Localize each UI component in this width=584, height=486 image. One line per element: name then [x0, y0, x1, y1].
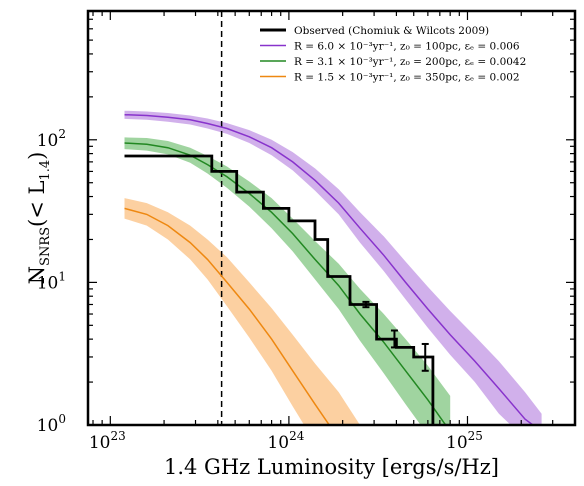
x-tick-label: 1024	[267, 429, 304, 453]
legend: Observed (Chomiuk & Wilcots 2009) R = 6.0…	[260, 25, 526, 84]
observed-steps	[124, 154, 435, 425]
median-line-series-3	[124, 207, 331, 425]
x-axis-label: 1.4 GHz Luminosity [ergs/s/Hz]	[164, 455, 499, 479]
model-median-lines	[124, 113, 535, 425]
band-series-3	[124, 198, 360, 425]
y-label-sub2: 1.4	[38, 160, 53, 181]
legend-label-1: R = 6.0 × 10⁻³yr⁻¹, z₀ = 100pc, εₑ = 0.0…	[294, 41, 520, 53]
y-tick-label: 100	[37, 412, 66, 436]
observed-errorbar-1	[362, 300, 370, 309]
band-series-1	[124, 110, 542, 425]
x-tick-label: 1025	[446, 429, 483, 453]
legend-label-3: R = 1.5 × 10⁻³yr⁻¹, z₀ = 350pc, εₑ = 0.0…	[294, 72, 520, 84]
x-tick-label: 1023	[89, 429, 126, 453]
band-series-2	[124, 137, 451, 425]
y-label-mid: (< L	[25, 181, 49, 227]
axis-ticks: 1023 1024 1025 100 101 102	[37, 10, 576, 453]
observed-step-line	[124, 154, 435, 425]
model-bands	[124, 110, 542, 425]
y-tick-label: 102	[37, 127, 66, 151]
y-label-sub: SNRS	[38, 227, 53, 266]
legend-label-2: R = 3.1 × 10⁻³yr⁻¹, z₀ = 200pc, εₑ = 0.0…	[294, 56, 526, 68]
median-line-series-2	[124, 142, 447, 425]
observed-errorbar-3	[421, 342, 429, 372]
y-axis-label: NSNRS(< L1.4)	[25, 152, 53, 285]
y-label-base: N	[25, 266, 49, 284]
observed-errorbar-2	[390, 329, 398, 349]
y-label-end: )	[25, 152, 49, 160]
plot-frame	[86, 9, 577, 427]
median-line-series-1	[124, 113, 535, 425]
legend-label-0: Observed (Chomiuk & Wilcots 2009)	[294, 25, 489, 37]
y-tick-label: 101	[37, 269, 66, 293]
